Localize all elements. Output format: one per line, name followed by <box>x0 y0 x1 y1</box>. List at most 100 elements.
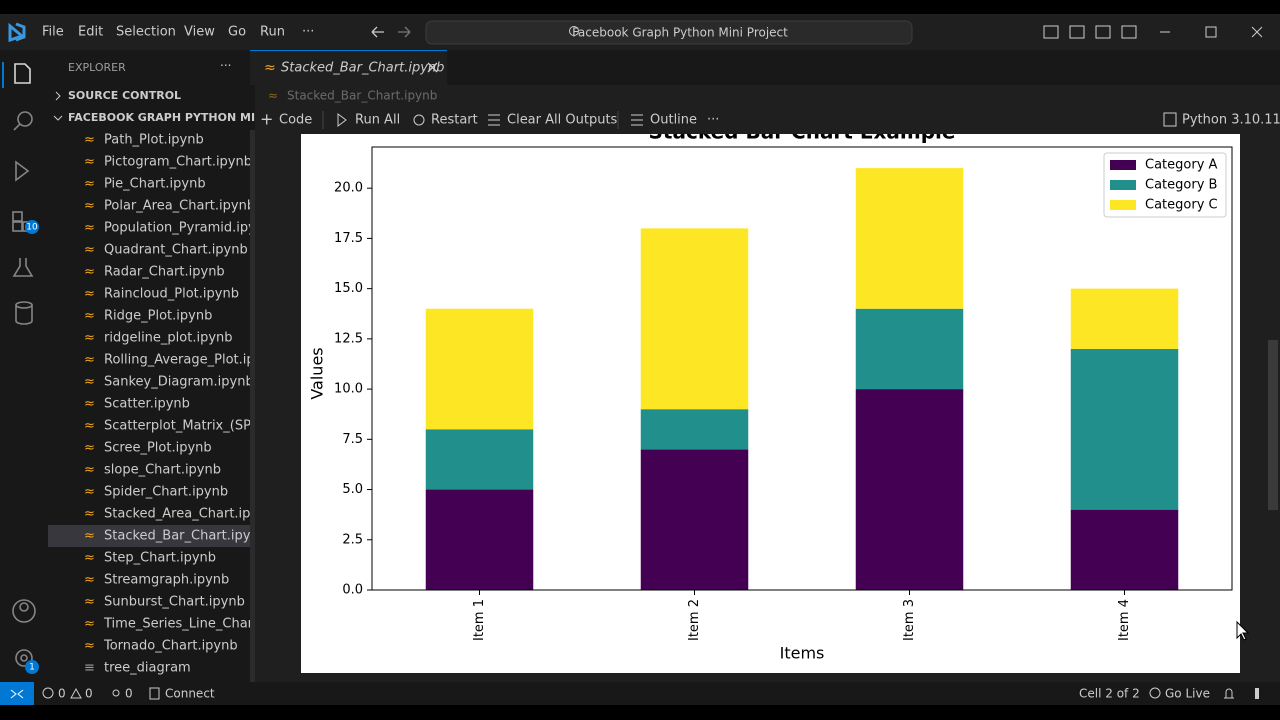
file-item[interactable]: tree_diagram <box>104 661 191 676</box>
file-item[interactable]: Ridge_Plot.ipynb <box>104 309 212 324</box>
file-item[interactable]: Stacked_Bar_Chart.ipynb <box>104 529 267 544</box>
menu-item[interactable]: Go <box>228 25 246 40</box>
menu-item[interactable]: Edit <box>78 25 103 40</box>
file-icon: ≈ <box>84 463 95 478</box>
file-item[interactable]: Step_Chart.ipynb <box>104 551 216 566</box>
editor-scrollbar[interactable] <box>1268 340 1278 510</box>
file-item[interactable]: Polar_Area_Chart.ipynb <box>104 199 255 214</box>
legend-label: Category B <box>1145 178 1217 193</box>
x-axis-label: Items <box>780 644 825 663</box>
y-tick-label: 12.5 <box>334 331 363 346</box>
kernel-icon <box>1163 112 1177 127</box>
legend-label: Category C <box>1145 198 1218 213</box>
y-tick-label: 7.5 <box>342 432 363 447</box>
file-icon: ≡ <box>84 661 95 676</box>
mouse-cursor <box>1236 620 1250 641</box>
file-icon: ≈ <box>84 529 95 544</box>
file-icon: ≈ <box>264 60 276 76</box>
file-item[interactable]: Scatter.ipynb <box>104 397 190 412</box>
menu-item[interactable]: Run <box>260 25 285 40</box>
menu-item[interactable]: ··· <box>302 25 314 40</box>
legend-label: Category A <box>1145 158 1218 173</box>
bar-segment <box>855 308 964 390</box>
selected-row <box>48 525 250 547</box>
notifications[interactable] <box>1224 688 1234 699</box>
remote-button[interactable] <box>0 682 34 705</box>
cell-position[interactable]: Cell 2 of 2 <box>1079 687 1140 701</box>
file-item[interactable]: Streamgraph.ipynb <box>104 573 229 588</box>
legend-swatch <box>1110 160 1136 170</box>
menu-item[interactable]: File <box>42 25 64 40</box>
file-icon: ≈ <box>84 375 95 390</box>
go-live-icon <box>1149 687 1161 699</box>
toolbar-button[interactable]: ··· <box>707 113 719 128</box>
file-item[interactable]: Path_Plot.ipynb <box>104 133 204 148</box>
file-item[interactable]: Sankey_Diagram.ipynb <box>104 375 254 390</box>
file-item[interactable]: Sunburst_Chart.ipynb <box>104 595 245 610</box>
search-box[interactable] <box>425 20 913 45</box>
ports-count[interactable]: 0 <box>125 687 133 701</box>
file-icon: ≈ <box>84 507 95 522</box>
file-item[interactable]: Tornado_Chart.ipynb <box>103 639 238 654</box>
x-tick-label: Item 1 <box>472 599 487 641</box>
file-item[interactable]: Scatterplot_Matrix_(SPL... <box>104 419 271 434</box>
badge <box>25 220 39 234</box>
chart: Stacked Bar Chart Example Item 1 Item 2 Ite… <box>308 134 1233 663</box>
layout-controls[interactable] <box>1043 25 1263 39</box>
file-item[interactable]: Pictogram_Chart.ipynb <box>104 155 252 170</box>
warning-icon <box>70 687 82 699</box>
remote-icon <box>10 689 24 699</box>
file-icon: ≈ <box>84 617 95 632</box>
file-item[interactable]: Raincloud_Plot.ipynb <box>104 287 239 302</box>
forward-button[interactable] <box>398 26 411 38</box>
warning-count[interactable]: 0 <box>85 687 93 701</box>
file-item[interactable]: Scree_Plot.ipynb <box>104 441 212 456</box>
y-tick-label: 17.5 <box>334 231 363 246</box>
y-tick-label: 5.0 <box>342 482 363 497</box>
tab-close[interactable] <box>427 62 438 73</box>
file-item[interactable]: Spider_Chart.ipynb <box>104 485 228 500</box>
tab-title[interactable]: Stacked_Bar_Chart.ipynb <box>281 61 444 76</box>
active-tab[interactable] <box>250 50 447 85</box>
error-count[interactable]: 0 <box>58 687 66 701</box>
active-indicator <box>2 62 4 88</box>
menu-item[interactable]: View <box>184 25 215 40</box>
menu-item[interactable]: Selection <box>116 25 176 40</box>
file-icon: ≈ <box>84 551 95 566</box>
plot-frame <box>371 146 1233 591</box>
bar-segment <box>1070 288 1179 349</box>
bar-segment <box>855 168 964 309</box>
bar-segment <box>1070 348 1179 510</box>
toolbar-button[interactable]: Restart <box>431 113 478 128</box>
breadcrumb[interactable]: Stacked_Bar_Chart.ipynb <box>287 89 437 103</box>
go-live[interactable]: Go Live <box>1165 687 1210 701</box>
error-icon <box>42 687 54 699</box>
file-item[interactable]: Population_Pyramid.ipy... <box>104 221 266 236</box>
badge <box>25 660 39 674</box>
file-item[interactable]: Quadrant_Chart.ipynb <box>104 243 248 258</box>
file-item[interactable]: Time_Series_Line_Chart... <box>103 617 271 632</box>
toolbar-button[interactable]: Outline <box>650 113 697 128</box>
section-header[interactable]: FACEBOOK GRAPH PYTHON MI... <box>68 111 268 124</box>
file-icon: ≈ <box>84 639 95 654</box>
kernel[interactable]: Python 3.10.11 <box>1182 113 1280 128</box>
file-item[interactable]: Radar_Chart.ipynb <box>104 265 225 280</box>
file-item[interactable]: ridgeline_plot.ipynb <box>104 331 233 346</box>
file-item[interactable]: Rolling_Average_Plot.ip... <box>104 353 267 368</box>
activity-icons[interactable] <box>12 63 36 667</box>
bar-segment <box>425 308 534 430</box>
legend-swatch <box>1110 200 1136 210</box>
feedback[interactable] <box>1255 688 1259 699</box>
toolbar-button[interactable]: Run All <box>355 113 400 128</box>
file-item[interactable]: Stacked_Area_Chart.ipy... <box>104 507 269 522</box>
back-button[interactable] <box>371 26 384 38</box>
more-actions[interactable]: ··· <box>220 59 231 73</box>
connect[interactable]: Connect <box>165 687 215 701</box>
file-item[interactable]: slope_Chart.ipynb <box>104 463 221 478</box>
file-item[interactable]: Pie_Chart.ipynb <box>104 177 206 192</box>
section-header[interactable]: SOURCE CONTROL <box>68 89 181 102</box>
clear-icon <box>488 114 500 126</box>
toolbar-button[interactable]: Code <box>279 113 312 128</box>
toolbar-button[interactable]: Clear All Outputs <box>507 113 618 128</box>
